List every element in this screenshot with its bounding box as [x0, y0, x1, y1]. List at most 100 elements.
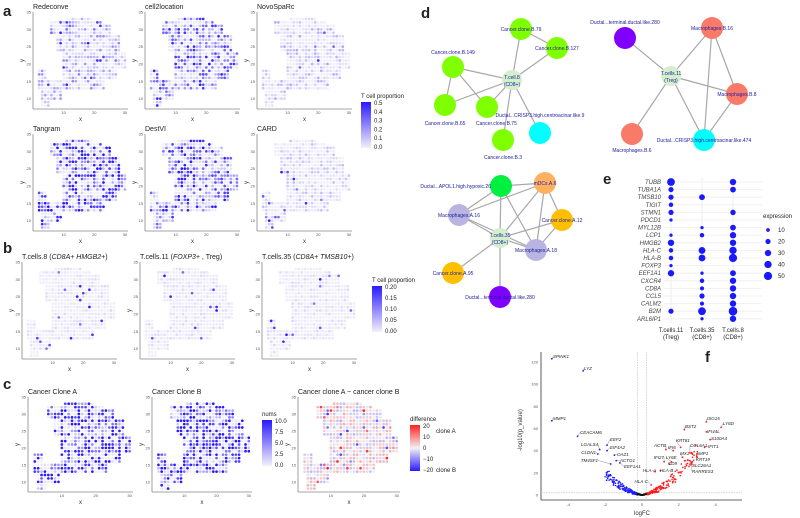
spot [53, 463, 57, 467]
spot [189, 83, 193, 87]
spot [51, 323, 54, 326]
spot [326, 146, 329, 150]
spot [114, 45, 118, 48]
spot [300, 329, 304, 333]
spot [178, 271, 182, 274]
spot [107, 409, 111, 412]
spot [190, 333, 194, 337]
spot [68, 24, 72, 28]
spot [60, 449, 64, 453]
spot [62, 208, 65, 212]
spot [26, 319, 30, 323]
spot [286, 27, 289, 31]
spot [183, 21, 187, 24]
spot [46, 470, 50, 473]
spot [83, 24, 87, 28]
spot [226, 76, 230, 80]
spot [297, 329, 301, 333]
spot [320, 177, 323, 181]
spot [201, 198, 205, 202]
spot [70, 405, 74, 409]
spot [215, 446, 218, 450]
spot [199, 316, 203, 319]
spot [307, 143, 311, 146]
spot [87, 436, 91, 440]
spot [279, 329, 282, 333]
spot [192, 55, 196, 59]
spot [114, 453, 118, 457]
spot [289, 38, 293, 42]
y-tick-label: 25 [146, 428, 151, 433]
spot [208, 201, 211, 205]
spot [175, 295, 179, 298]
spot [80, 83, 84, 87]
spot [160, 460, 164, 463]
spot [189, 191, 193, 195]
spot [295, 153, 299, 157]
spot [234, 456, 238, 460]
spot [329, 76, 332, 80]
spot [62, 21, 65, 24]
spot [334, 312, 337, 316]
spot [80, 86, 84, 90]
spot [214, 55, 217, 59]
spot [180, 174, 184, 177]
spot [323, 21, 326, 24]
spot [56, 205, 59, 209]
spot [209, 329, 212, 333]
spot [80, 405, 84, 409]
spot [201, 66, 205, 69]
spot [310, 69, 314, 73]
spot [63, 316, 67, 319]
spot [54, 305, 58, 309]
spot [36, 477, 40, 480]
spot [60, 281, 64, 285]
spot [124, 439, 128, 443]
spot [304, 52, 308, 55]
spot [177, 59, 181, 62]
spot [163, 477, 167, 480]
spot [107, 443, 111, 446]
spot [208, 181, 211, 184]
spot [310, 163, 314, 167]
spot [84, 470, 87, 473]
spot [349, 312, 353, 316]
spot [99, 21, 102, 24]
spot [206, 309, 209, 312]
spot [192, 439, 196, 443]
spot [205, 456, 209, 460]
spot [321, 288, 325, 292]
spot [155, 212, 159, 216]
spot [192, 52, 196, 55]
spot [304, 188, 308, 191]
spot [192, 432, 196, 436]
spot [94, 449, 98, 453]
spot [321, 329, 325, 333]
spot [181, 309, 185, 312]
spot [168, 79, 171, 83]
spot [221, 470, 225, 473]
spot [332, 45, 335, 48]
spot [175, 336, 179, 340]
spot [174, 45, 177, 48]
spot [166, 291, 169, 295]
spot [152, 201, 156, 205]
spot [89, 156, 93, 160]
spot [174, 79, 177, 83]
spot [50, 473, 54, 477]
spot [114, 177, 118, 181]
spot [318, 305, 322, 309]
spot [204, 62, 208, 66]
spot [272, 343, 276, 347]
spot [87, 449, 91, 453]
spot [295, 59, 299, 62]
spot [174, 163, 177, 167]
spot [320, 205, 323, 209]
spot [89, 55, 93, 59]
spot [232, 66, 236, 69]
spot [86, 163, 90, 167]
spot [40, 90, 44, 94]
spot [312, 295, 316, 298]
spot [326, 163, 329, 167]
spot [267, 97, 271, 100]
